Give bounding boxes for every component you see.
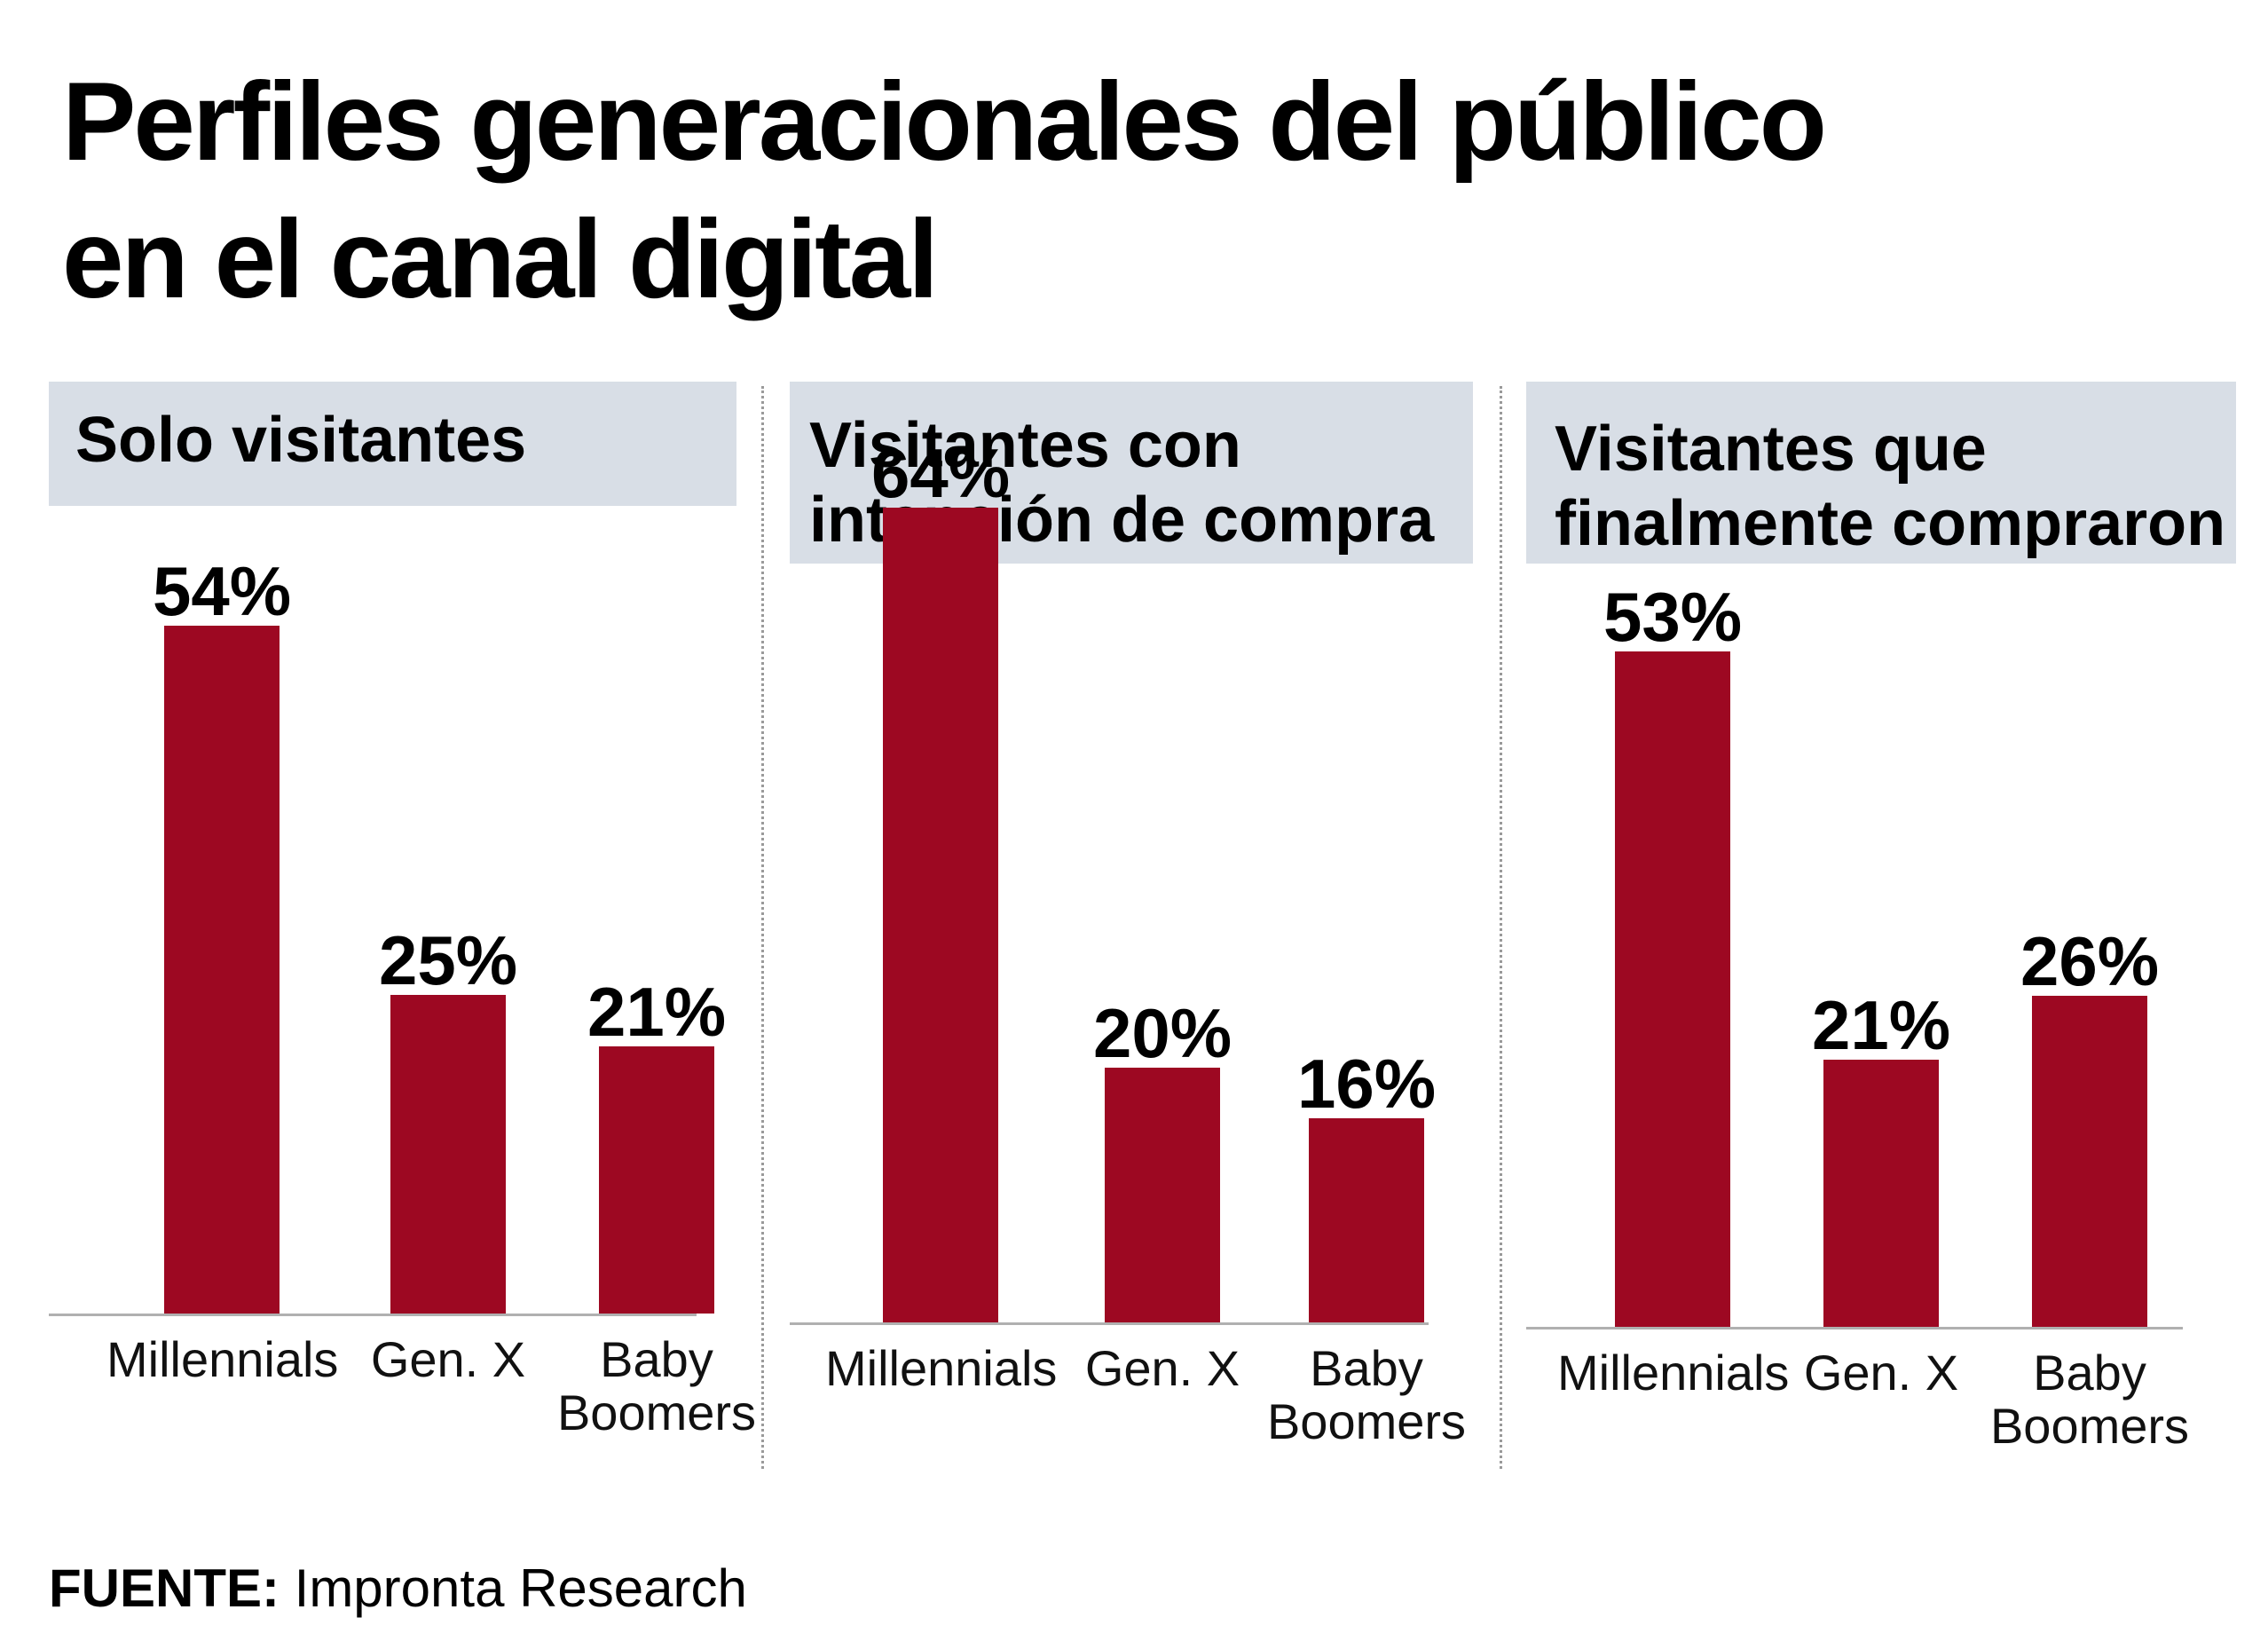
category-label: Gen. X (1766, 1346, 1996, 1400)
category-label: Gen. X (1047, 1342, 1278, 1395)
panel-header: Solo visitantes (49, 382, 736, 506)
source-key: FUENTE: (49, 1558, 280, 1618)
bar (1105, 1068, 1220, 1322)
category-label: Baby Boomers (541, 1333, 772, 1440)
bar-value-label: 64% (870, 433, 1011, 512)
panel-title-line: Visitantes con (809, 410, 1241, 481)
panel-title-line: finalmente compraron (1555, 488, 2226, 559)
category-label: Millennials (106, 1331, 339, 1387)
bar-value-label: 21% (587, 972, 727, 1051)
category-label-line: Millennials (825, 1340, 1058, 1396)
bar-value-label: 21% (1811, 985, 1951, 1064)
bar-value-label: 25% (378, 921, 518, 1000)
panel-title-line: Solo visitantes (75, 405, 527, 476)
category-label-line: Boomers (1266, 1393, 1467, 1449)
bar (1615, 651, 1730, 1327)
bar (599, 1045, 714, 1314)
panel-title: Visitantes que finalmente compraron (1555, 412, 2225, 561)
panel-title: Solo visitantes (75, 403, 526, 477)
category-label-line: Millennials (1557, 1345, 1790, 1400)
bar (2032, 995, 2147, 1327)
category-label-line: Boomers (556, 1385, 757, 1440)
panel-divider (761, 386, 764, 1469)
bar (1309, 1118, 1424, 1322)
category-label: Millennials (1557, 1345, 1790, 1400)
chart-title-line-1: Perfiles generacionales del público (62, 60, 1827, 184)
category-label-line: Gen. X (1084, 1340, 1240, 1396)
bar (883, 507, 998, 1322)
bar-value-label: 20% (1092, 994, 1232, 1072)
panel-divider (1500, 386, 1502, 1469)
chart-panel: Visitantes que finalmente compraron 53% Mil… (1526, 0, 2236, 1649)
chart-title-line-2: en el canal digital (62, 198, 939, 321)
bar (1823, 1059, 1939, 1327)
bar-value-label: 53% (1603, 578, 1743, 657)
panel-title-line: Visitantes que (1555, 414, 1987, 485)
category-label-line: Baby (2033, 1345, 2146, 1400)
bar-value-label: 54% (152, 552, 292, 631)
bar-value-label: 16% (1296, 1045, 1437, 1124)
category-label-line: Baby (1310, 1340, 1423, 1396)
category-label: Baby Boomers (1974, 1346, 2205, 1453)
chart-panel: Visitantes con intención de compra 64% Mill… (790, 0, 1473, 1649)
category-label-line: Millennials (106, 1331, 339, 1387)
bar (164, 626, 280, 1314)
x-axis-baseline (49, 1314, 697, 1316)
x-axis-baseline (1526, 1327, 2183, 1329)
category-label: Millennials (825, 1340, 1058, 1396)
bar (390, 995, 506, 1314)
source-note: FUENTE: Impronta Research (49, 1562, 747, 1615)
category-label: Gen. X (333, 1333, 563, 1386)
category-label-line: Boomers (1989, 1398, 2190, 1454)
category-label: Baby Boomers (1251, 1342, 1482, 1448)
chart-panel: Solo visitantes 54% Millennials 25% Gen. X 21… (49, 0, 756, 1649)
x-axis-baseline (790, 1322, 1429, 1325)
category-label-line: Baby (600, 1331, 713, 1387)
source-value: Impronta Research (279, 1558, 747, 1618)
category-label-line: Gen. X (370, 1331, 526, 1387)
category-label-line: Gen. X (1803, 1345, 1959, 1400)
panel-header: Visitantes que finalmente compraron (1526, 382, 2236, 564)
bar-value-label: 26% (2020, 921, 2160, 1000)
